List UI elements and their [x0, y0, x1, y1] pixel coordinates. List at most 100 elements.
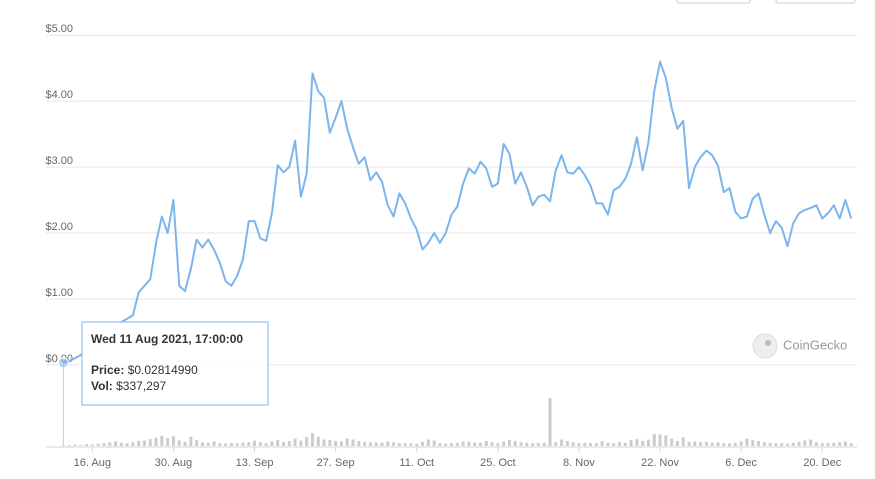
volume-bar — [426, 439, 430, 446]
volume-bar — [612, 443, 616, 446]
volume-bar — [299, 440, 303, 446]
tooltip-price: Price: $0.02814990 — [91, 363, 198, 377]
volume-bar — [461, 441, 465, 446]
volume-bar — [554, 442, 558, 446]
volume-bar — [699, 442, 703, 446]
volume-bar — [583, 442, 587, 446]
volume-bar — [849, 443, 853, 446]
volume-bars — [61, 398, 853, 446]
volume-bar — [444, 443, 448, 446]
volume-bar — [183, 441, 187, 446]
volume-bar — [73, 444, 77, 446]
volume-bar — [600, 440, 604, 446]
volume-bar — [67, 445, 71, 446]
volume-bar — [814, 442, 818, 446]
volume-bar — [125, 443, 129, 446]
volume-bar — [589, 443, 593, 446]
volume-bar — [450, 443, 453, 446]
grid: $0.00$1.00$2.00$3.00$4.00$5.00 — [45, 23, 857, 366]
volume-bar — [421, 441, 425, 446]
volume-bar — [409, 443, 413, 446]
volume-bar — [478, 442, 482, 446]
volume-bar — [594, 443, 598, 446]
volume-bar — [131, 442, 135, 446]
volume-bar — [641, 440, 645, 446]
volume-bar — [490, 442, 494, 446]
watermark-logo-eye — [765, 340, 771, 346]
volume-bar — [154, 437, 158, 446]
volume-bar — [357, 440, 361, 446]
tooltip: Wed 11 Aug 2021, 17:00:00 Price: $0.0281… — [81, 321, 269, 406]
volume-bar — [438, 443, 442, 446]
volume-bar — [531, 443, 535, 446]
x-tick-label: 25. Oct — [480, 457, 515, 469]
x-tick-label: 8. Nov — [563, 457, 595, 469]
volume-bar — [675, 440, 679, 446]
volume-bar — [507, 440, 511, 446]
tooltip-price-value: $0.02814990 — [128, 363, 198, 377]
volume-bar — [119, 442, 123, 446]
volume-bar — [328, 440, 332, 446]
volume-bar — [473, 442, 477, 446]
volume-bar — [704, 441, 708, 446]
hover-point — [57, 357, 69, 369]
range-button[interactable] — [676, 0, 751, 4]
volume-bar — [658, 434, 662, 446]
watermark-text: CoinGecko — [783, 337, 847, 352]
volume-bar — [617, 442, 621, 446]
volume-bar — [455, 442, 459, 446]
volume-bar — [774, 443, 778, 446]
volume-bar — [137, 440, 141, 446]
volume-bar — [85, 444, 89, 446]
volume-bar — [496, 443, 500, 446]
price-line — [63, 60, 853, 364]
x-tick-label: 11. Oct — [399, 457, 434, 469]
volume-bar — [432, 440, 436, 446]
y-tick-label: $1.00 — [45, 287, 73, 299]
tooltip-title: Wed 11 Aug 2021, 17:00:00 — [91, 332, 243, 346]
volume-bar — [253, 440, 257, 446]
volume-bar — [739, 441, 743, 446]
volume-bar — [670, 438, 674, 446]
volume-bar — [745, 438, 749, 446]
volume-bar — [148, 439, 152, 446]
range-button[interactable] — [775, 0, 856, 4]
volume-bar — [820, 443, 824, 446]
volume-bar — [96, 443, 100, 446]
plot-area — [57, 60, 853, 447]
x-tick-label: 30. Aug — [155, 457, 192, 469]
volume-bar — [652, 434, 656, 446]
volume-bar — [282, 442, 286, 446]
volume-bar — [838, 442, 842, 446]
volume-bar — [571, 442, 575, 446]
volume-bar — [797, 441, 801, 446]
volume-bar — [177, 440, 181, 446]
volume-bar — [368, 442, 372, 446]
volume-bar — [548, 398, 552, 446]
volume-bar — [374, 442, 378, 446]
volume-bar — [513, 440, 517, 446]
tooltip-volume-value: $337,297 — [116, 379, 166, 393]
volume-bar — [728, 443, 732, 446]
volume-bar — [710, 442, 714, 446]
volume-bar — [305, 437, 309, 446]
volume-bar — [681, 437, 685, 446]
volume-bar — [229, 443, 233, 446]
volume-bar — [762, 442, 766, 446]
volume-bar — [270, 441, 274, 446]
x-tick-label: 22. Nov — [641, 457, 679, 469]
volume-bar — [577, 443, 581, 446]
volume-bar — [218, 443, 222, 446]
volume-bar — [623, 442, 627, 446]
volume-bar — [693, 441, 697, 446]
volume-bar — [565, 440, 569, 446]
volume-bar — [200, 442, 204, 446]
volume-bar — [79, 444, 83, 446]
volume-bar — [160, 435, 164, 446]
volume-bar — [768, 442, 772, 446]
volume-bar — [536, 443, 540, 446]
x-tick-label: 27. Sep — [317, 457, 355, 469]
y-tick-label: $4.00 — [45, 89, 73, 101]
volume-bar — [733, 442, 737, 446]
volume-bar — [351, 439, 355, 446]
